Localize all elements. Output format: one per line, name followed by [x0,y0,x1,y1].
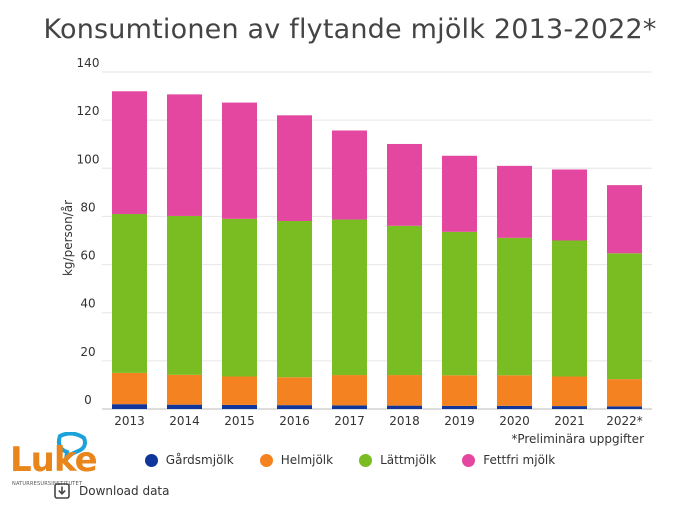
x-tick-label: 2015 [224,414,255,428]
legend-item[interactable]: Lättmjölk [359,453,436,467]
bar-segment[interactable] [332,130,367,220]
download-data-button[interactable]: Download data [54,483,170,499]
legend-item[interactable]: Gårdsmjölk [144,453,234,467]
bar-segment[interactable] [167,404,202,409]
bar-segment[interactable] [112,91,147,215]
x-tick-label: 2017 [334,414,365,428]
legend-item[interactable]: Helmjölk [259,453,334,467]
y-tick-label: 60 [80,249,95,263]
bar-segment[interactable] [442,231,477,376]
bar-segment[interactable] [277,115,312,222]
y-tick-label: 0 [84,393,92,407]
bar-segment[interactable] [387,405,422,409]
bar-segment[interactable] [112,404,147,409]
bar-segment[interactable] [277,221,312,378]
bar-segment[interactable] [607,253,642,380]
bar-segment[interactable] [442,375,477,406]
bar-segment[interactable] [552,406,587,409]
y-tick-label: 100 [77,152,100,166]
bar-segment[interactable] [497,375,532,406]
bar-segment[interactable] [387,225,422,376]
x-tick-label: 2020 [499,414,530,428]
y-tick-label: 80 [80,200,95,214]
bar-segment[interactable] [167,215,202,375]
bar-segment[interactable] [222,102,257,219]
x-tick-label: 2022* [606,414,643,428]
x-tick-label: 2021 [554,414,585,428]
logo-text: Luke [10,440,98,480]
x-axis-ticks: 2013 2014 2015 2016 2017 2018 2019 2020 2021 2022… [114,414,643,428]
legend-label: Lättmjölk [380,453,437,467]
bar-segment[interactable] [167,94,202,216]
bar-segment[interactable] [332,219,367,376]
y-axis-label: kg/person/år [61,200,75,276]
legend-label: Gårdsmjölk [165,453,234,467]
x-tick-label: 2019 [444,414,475,428]
bar-segment[interactable] [277,405,312,409]
bar-segment[interactable] [112,214,147,373]
legend-swatch [359,453,373,467]
x-tick-label: 2013 [114,414,145,428]
legend: Gårdsmjölk Helmjölk Lättmjölk Fettfri mjölk [0,453,700,467]
bar-segment[interactable] [222,218,257,377]
y-tick-label: 20 [80,345,95,359]
bar-segment[interactable] [332,375,367,406]
legend-swatch [144,453,158,467]
bar-segment[interactable] [497,165,532,238]
bar-segment[interactable] [607,379,642,407]
download-label: Download data [79,484,170,498]
bar-segment[interactable] [387,143,422,226]
bars [112,91,642,409]
y-tick-label: 40 [80,297,95,311]
bar-segment[interactable] [387,375,422,406]
bar-segment[interactable] [222,376,257,405]
legend-label: Fettfri mjölk [483,453,556,467]
x-tick-label: 2016 [279,414,310,428]
legend-swatch [259,453,273,467]
luke-logo: Luke NATURRESURSINSTITUTET [10,432,100,490]
logo-subtitle: NATURRESURSINSTITUTET [12,481,83,487]
legend-swatch [462,453,476,467]
bar-segment[interactable] [497,237,532,376]
bar-segment[interactable] [167,374,202,405]
bar-segment[interactable] [332,405,367,409]
bar-segment[interactable] [607,406,642,409]
bar-segment[interactable] [277,377,312,406]
bar-segment[interactable] [497,405,532,409]
y-tick-label: 120 [77,104,100,118]
bar-segment[interactable] [222,404,257,409]
legend-item[interactable]: Fettfri mjölk [462,453,555,467]
chart-title: Konsumtionen av flytande mjölk 2013-2022… [43,14,657,45]
preliminary-note: *Preliminära uppgifter [511,432,644,446]
y-axis-ticks: 0 20 40 60 80 100 120 140 [77,56,100,407]
luke-logo-bubble-icon [56,432,87,462]
bar-segment[interactable] [112,372,147,405]
x-tick-label: 2018 [389,414,420,428]
x-tick-label: 2014 [169,414,200,428]
bar-segment[interactable] [552,240,587,377]
bar-segment[interactable] [552,169,587,241]
bar-segment[interactable] [552,376,587,407]
bar-segment[interactable] [442,405,477,409]
download-icon [54,483,70,499]
bar-segment[interactable] [442,155,477,232]
y-tick-label: 140 [77,56,100,70]
bar-segment[interactable] [607,185,642,254]
legend-label: Helmjölk [280,453,334,467]
